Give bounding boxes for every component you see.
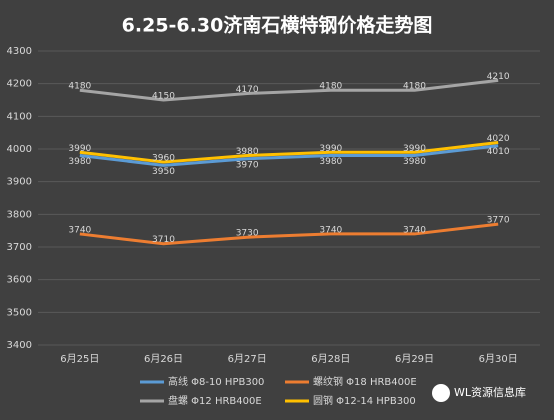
data-label: 3970 (236, 160, 259, 170)
x-tick-label: 6月29日 (395, 353, 434, 365)
data-label: 3980 (319, 157, 342, 167)
y-tick-label: 4300 (7, 46, 32, 57)
watermark-text: WL资源信息库 (454, 385, 526, 399)
watermark-icon (432, 384, 450, 402)
data-label: 4020 (487, 134, 510, 144)
y-tick-label: 3800 (7, 209, 32, 220)
y-tick-label: 4000 (7, 144, 32, 155)
x-tick-label: 6月26日 (144, 353, 183, 365)
data-label: 3710 (152, 235, 175, 245)
y-tick-label: 3900 (7, 177, 32, 188)
data-label: 3990 (403, 144, 426, 154)
legend-label: 圆钢 Φ12-14 HPB300 (313, 394, 416, 407)
data-label: 3980 (403, 157, 426, 167)
data-label: 3990 (319, 144, 342, 154)
data-label: 3990 (68, 144, 91, 154)
series-line (79, 140, 499, 164)
data-label: 4180 (68, 82, 91, 92)
data-label: 3730 (236, 229, 259, 239)
x-tick-label: 6月30日 (479, 353, 518, 365)
y-tick-label: 3700 (7, 242, 32, 253)
legend-label: 高线 Φ8-10 HPB300 (168, 375, 264, 388)
legend-label: 螺纹钢 Φ18 HRB400E (313, 375, 417, 388)
series-line (79, 78, 499, 102)
series-line (79, 222, 499, 246)
y-tick-label: 3600 (7, 275, 32, 286)
data-label: 4010 (487, 147, 510, 157)
y-tick-label: 4200 (7, 79, 32, 90)
data-label: 3770 (487, 216, 510, 226)
data-label: 3960 (152, 154, 175, 164)
y-tick-label: 3500 (7, 307, 32, 318)
data-label: 3740 (403, 225, 426, 235)
data-label: 4150 (152, 92, 175, 102)
data-label: 4180 (403, 82, 426, 92)
data-label: 3980 (236, 147, 259, 157)
legend-label: 盘螺 Φ12 HRB400E (168, 394, 262, 407)
x-tick-label: 6月27日 (228, 353, 267, 365)
data-label: 4180 (319, 82, 342, 92)
data-label: 4170 (236, 85, 259, 95)
data-label: 4210 (487, 72, 510, 82)
x-tick-label: 6月25日 (60, 353, 99, 365)
data-label: 3740 (68, 225, 91, 235)
chart-title: 6.25-6.30济南石横特钢价格走势图 (122, 14, 433, 37)
data-label: 3950 (152, 167, 175, 177)
y-tick-label: 3400 (7, 340, 32, 351)
x-tick-label: 6月28日 (311, 353, 350, 365)
data-label: 3740 (319, 225, 342, 235)
data-label: 3980 (68, 157, 91, 167)
series-line (79, 144, 499, 167)
watermark: WL资源信息库 (432, 384, 526, 402)
y-tick-label: 4100 (7, 111, 32, 122)
